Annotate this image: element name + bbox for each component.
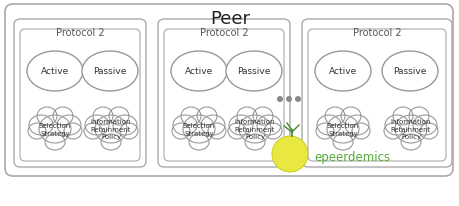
Ellipse shape (400, 134, 420, 150)
Ellipse shape (392, 108, 412, 125)
Text: Protocol 2: Protocol 2 (352, 28, 400, 38)
Ellipse shape (326, 115, 358, 143)
Ellipse shape (316, 115, 340, 135)
Circle shape (285, 97, 291, 103)
FancyBboxPatch shape (308, 30, 445, 161)
Text: Information
Retainment
Policy: Information Retainment Policy (90, 119, 131, 140)
Ellipse shape (27, 52, 83, 91)
Ellipse shape (239, 115, 270, 143)
Ellipse shape (315, 123, 333, 139)
Ellipse shape (171, 52, 226, 91)
Ellipse shape (325, 108, 344, 125)
Ellipse shape (196, 108, 217, 125)
Ellipse shape (57, 115, 81, 135)
Text: Active: Active (41, 67, 69, 76)
Ellipse shape (201, 115, 224, 135)
Ellipse shape (263, 123, 281, 139)
Ellipse shape (85, 115, 109, 135)
FancyBboxPatch shape (164, 30, 283, 161)
Ellipse shape (28, 123, 46, 139)
Circle shape (271, 136, 308, 172)
Text: Passive: Passive (237, 67, 270, 76)
Ellipse shape (408, 108, 428, 125)
Text: Protocol 2: Protocol 2 (199, 28, 248, 38)
Ellipse shape (394, 115, 426, 143)
Ellipse shape (109, 108, 129, 125)
Ellipse shape (93, 108, 113, 125)
Ellipse shape (225, 52, 281, 91)
Text: Information
Retainment
Policy: Information Retainment Policy (390, 119, 431, 140)
Ellipse shape (37, 108, 57, 125)
Ellipse shape (101, 134, 121, 150)
Ellipse shape (340, 108, 360, 125)
Text: Protocol 2: Protocol 2 (56, 28, 104, 38)
Ellipse shape (180, 108, 201, 125)
Ellipse shape (383, 123, 401, 139)
Ellipse shape (384, 115, 408, 135)
Ellipse shape (84, 123, 102, 139)
Circle shape (294, 97, 300, 103)
Text: epeerdemics: epeerdemics (313, 150, 389, 163)
Ellipse shape (82, 52, 138, 91)
Ellipse shape (183, 115, 214, 143)
Ellipse shape (113, 115, 137, 135)
Ellipse shape (53, 108, 73, 125)
Text: Peer: Peer (210, 10, 249, 28)
Text: Passive: Passive (93, 67, 126, 76)
Ellipse shape (172, 123, 190, 139)
Ellipse shape (419, 123, 437, 139)
Ellipse shape (228, 123, 246, 139)
Ellipse shape (39, 115, 71, 143)
Ellipse shape (381, 52, 437, 91)
Ellipse shape (207, 123, 225, 139)
Ellipse shape (120, 123, 138, 139)
Text: Selection
Strategy: Selection Strategy (183, 123, 215, 136)
Text: Active: Active (185, 67, 213, 76)
Ellipse shape (252, 108, 272, 125)
Ellipse shape (257, 115, 280, 135)
Ellipse shape (189, 134, 208, 150)
Text: Passive: Passive (392, 67, 426, 76)
Ellipse shape (351, 123, 369, 139)
Ellipse shape (95, 115, 127, 143)
Ellipse shape (412, 115, 436, 135)
Text: Information
Retainment
Policy: Information Retainment Policy (234, 119, 274, 140)
Text: Selection
Strategy: Selection Strategy (39, 123, 71, 136)
Ellipse shape (344, 115, 368, 135)
Ellipse shape (236, 108, 257, 125)
FancyBboxPatch shape (20, 30, 140, 161)
Ellipse shape (229, 115, 252, 135)
Text: Selection
Strategy: Selection Strategy (326, 123, 358, 136)
Ellipse shape (173, 115, 196, 135)
Ellipse shape (332, 134, 352, 150)
Circle shape (276, 97, 282, 103)
Ellipse shape (314, 52, 370, 91)
Text: Active: Active (328, 67, 356, 76)
Ellipse shape (245, 134, 264, 150)
Ellipse shape (64, 123, 82, 139)
Ellipse shape (29, 115, 53, 135)
Ellipse shape (45, 134, 65, 150)
